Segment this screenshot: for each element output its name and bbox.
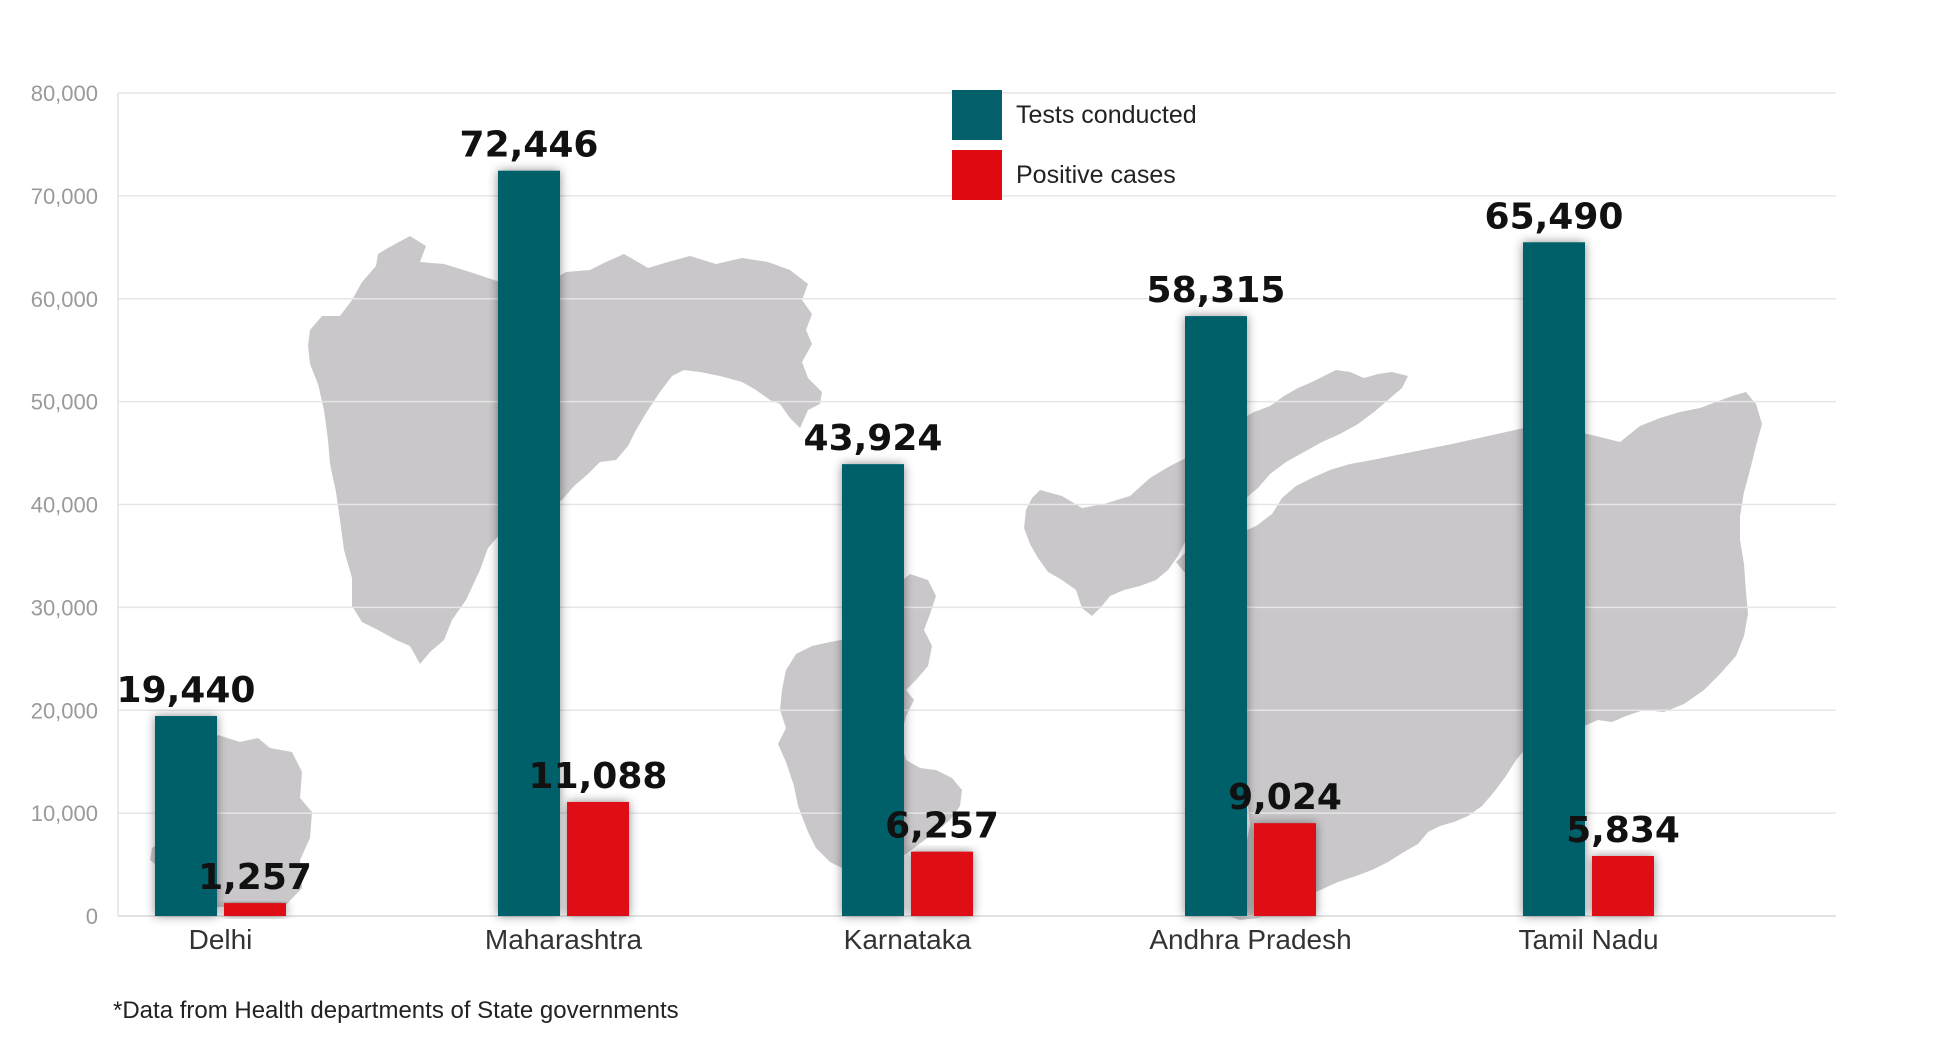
data-label-tests: 43,924 <box>804 418 943 459</box>
data-label-positive: 5,834 <box>1566 810 1680 851</box>
bars <box>155 170 1654 917</box>
y-axis: 0 10,000 20,000 30,000 40,000 50,000 60,000 70,… <box>31 81 98 929</box>
maharashtra-map-shape <box>308 236 822 664</box>
data-label-positive: 6,257 <box>885 806 999 847</box>
tamil-nadu-map-shape <box>1176 392 1762 920</box>
state-map-silhouettes <box>150 236 1762 920</box>
bar-positive-tamil-nadu <box>1592 855 1654 916</box>
bar-tests-delhi <box>155 716 217 916</box>
x-tick-label: Delhi <box>189 924 253 955</box>
y-tick-label: 50,000 <box>31 390 98 415</box>
data-label-tests: 72,446 <box>460 125 599 166</box>
legend-label-positive: Positive cases <box>1016 161 1176 189</box>
bar-positive-maharashtra <box>567 801 629 916</box>
y-tick-label: 70,000 <box>31 184 98 209</box>
data-label-tests: 19,440 <box>117 670 256 711</box>
y-tick-label: 60,000 <box>31 287 98 312</box>
y-tick-label: 40,000 <box>31 493 98 518</box>
y-tick-label: 10,000 <box>31 801 98 826</box>
x-tick-label: Andhra Pradesh <box>1149 924 1351 955</box>
data-label-positive: 11,088 <box>529 756 668 797</box>
legend-swatch-positive <box>952 150 1002 200</box>
x-tick-label: Tamil Nadu <box>1518 924 1658 955</box>
legend-swatch-tests <box>952 90 1002 140</box>
x-tick-label: Karnataka <box>844 924 972 955</box>
bar-positive-delhi <box>224 903 286 916</box>
legend: Tests conducted Positive cases <box>952 90 1197 200</box>
data-label-positive: 9,024 <box>1228 777 1342 818</box>
data-label-tests: 65,490 <box>1485 196 1624 237</box>
data-label-tests: 58,315 <box>1147 270 1286 311</box>
bar-tests-karnataka <box>842 464 904 916</box>
y-tick-label: 20,000 <box>31 698 98 723</box>
y-tick-label: 30,000 <box>31 595 98 620</box>
x-axis: Delhi Maharashtra Karnataka Andhra Pradesh T… <box>189 924 1659 955</box>
y-tick-label: 80,000 <box>31 81 98 106</box>
data-label-positive: 1,257 <box>198 857 312 898</box>
data-labels: 19,440 1,257 72,446 11,088 43,924 6,257 58,315… <box>117 125 1680 898</box>
y-tick-label: 0 <box>86 904 98 929</box>
x-tick-label: Maharashtra <box>485 924 643 955</box>
bar-positive-karnataka <box>911 851 973 916</box>
bar-positive-andhra-pradesh <box>1254 823 1316 916</box>
footnote: *Data from Health departments of State g… <box>113 997 679 1024</box>
bar-tests-tamil-nadu <box>1523 242 1585 917</box>
bar-tests-maharashtra <box>498 170 560 916</box>
bar-tests-andhra-pradesh <box>1185 316 1247 916</box>
legend-label-tests: Tests conducted <box>1016 101 1197 129</box>
